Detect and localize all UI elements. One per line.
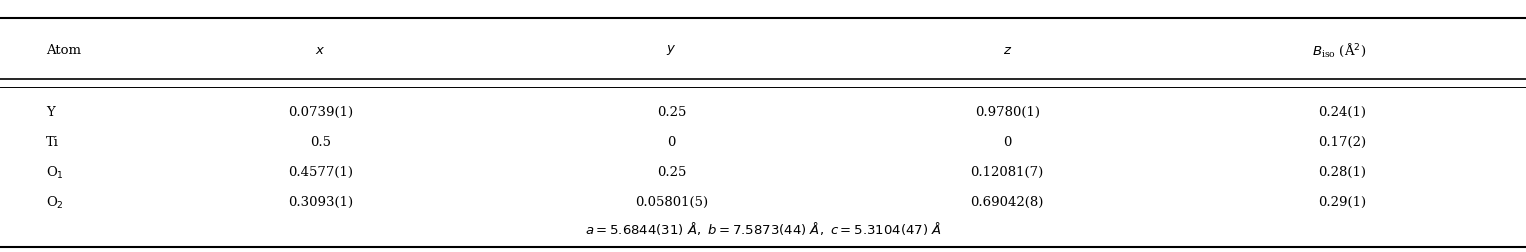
Text: Ti: Ti [46,136,58,149]
Text: 0.0739(1): 0.0739(1) [288,106,353,119]
Text: $a = 5.6844(31)\ \AA,\ b = 7.5873(44)\ \AA,\ c = 5.3104(47)\ \AA$: $a = 5.6844(31)\ \AA,\ b = 7.5873(44)\ \… [584,219,942,237]
Text: $y$: $y$ [667,43,676,57]
Text: 0.17(2): 0.17(2) [1317,136,1366,149]
Text: 0: 0 [667,136,676,149]
Text: $z$: $z$ [1003,44,1012,57]
Text: $B_{\mathregular{iso}}$ ($\mathregular{\AA}^2$): $B_{\mathregular{iso}}$ ($\mathregular{\… [1311,42,1366,59]
Text: Y: Y [46,106,55,119]
Text: 0.12081(7): 0.12081(7) [971,166,1044,179]
Text: Atom: Atom [46,44,81,57]
Text: 0.28(1): 0.28(1) [1318,166,1366,179]
Text: 0.24(1): 0.24(1) [1318,106,1366,119]
Text: 0.05801(5): 0.05801(5) [635,196,708,209]
Text: 0.69042(8): 0.69042(8) [971,196,1044,209]
Text: 0.4577(1): 0.4577(1) [288,166,353,179]
Text: O$_1$: O$_1$ [46,165,64,181]
Text: 0.29(1): 0.29(1) [1317,196,1366,209]
Text: 0.25: 0.25 [656,166,687,179]
Text: 0: 0 [1003,136,1012,149]
Text: 0.25: 0.25 [656,106,687,119]
Text: 0.3093(1): 0.3093(1) [288,196,353,209]
Text: $x$: $x$ [316,44,325,57]
Text: 0.5: 0.5 [310,136,331,149]
Text: O$_2$: O$_2$ [46,195,64,211]
Text: 0.9780(1): 0.9780(1) [975,106,1039,119]
